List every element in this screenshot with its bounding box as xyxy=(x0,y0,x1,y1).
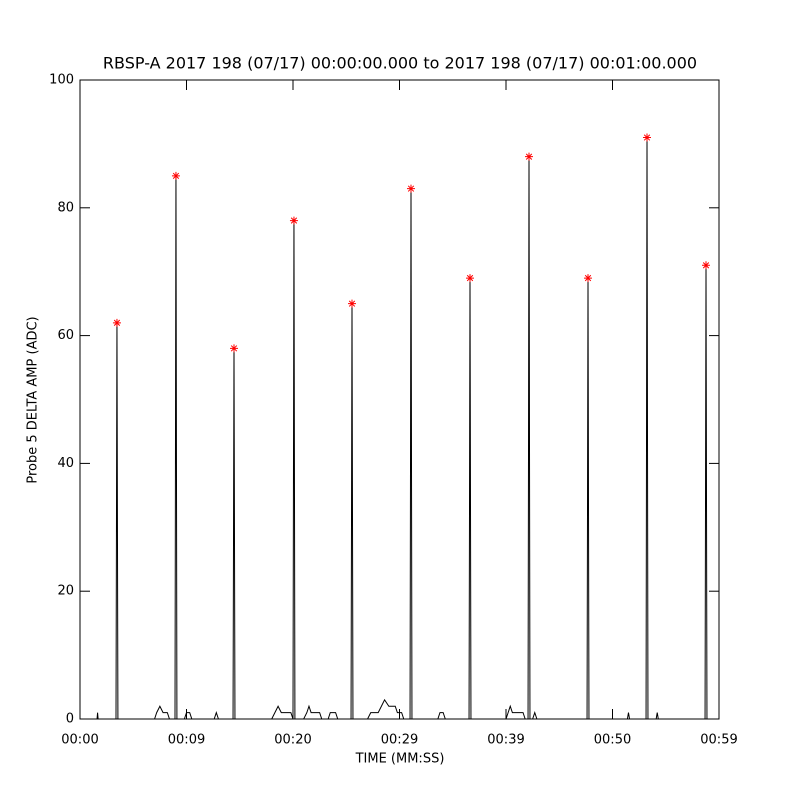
peak-marker xyxy=(112,318,121,327)
peak-marker xyxy=(229,344,238,353)
x-axis-label: TIME (MM:SS) xyxy=(355,752,445,767)
y-tick-label: 80 xyxy=(57,200,74,215)
peak-marker xyxy=(407,184,416,193)
peak-marker xyxy=(525,152,534,161)
data-line xyxy=(80,137,719,720)
y-tick-label: 0 xyxy=(66,712,74,727)
x-tick-label: 00:09 xyxy=(168,733,205,748)
peak-marker xyxy=(702,261,711,270)
y-tick-label: 40 xyxy=(57,456,74,471)
y-tick-label: 20 xyxy=(57,584,74,599)
peak-marker xyxy=(348,299,357,308)
peak-marker xyxy=(171,171,180,180)
peak-marker xyxy=(289,216,298,225)
x-tick-label: 00:59 xyxy=(700,733,737,748)
peak-marker xyxy=(584,274,593,283)
y-tick-label: 60 xyxy=(57,328,74,343)
x-tick-label: 00:00 xyxy=(61,733,98,748)
x-tick-label: 00:39 xyxy=(487,733,524,748)
x-tick-label: 00:50 xyxy=(594,733,631,748)
peak-marker xyxy=(643,133,652,142)
chart-title: RBSP-A 2017 198 (07/17) 00:00:00.000 to … xyxy=(103,54,697,73)
peak-marker xyxy=(466,274,475,283)
y-tick-label: 100 xyxy=(49,73,74,88)
x-tick-label: 00:29 xyxy=(381,733,418,748)
y-axis-label: Probe 5 DELTA AMP (ADC) xyxy=(26,316,41,483)
x-tick-label: 00:20 xyxy=(274,733,311,748)
